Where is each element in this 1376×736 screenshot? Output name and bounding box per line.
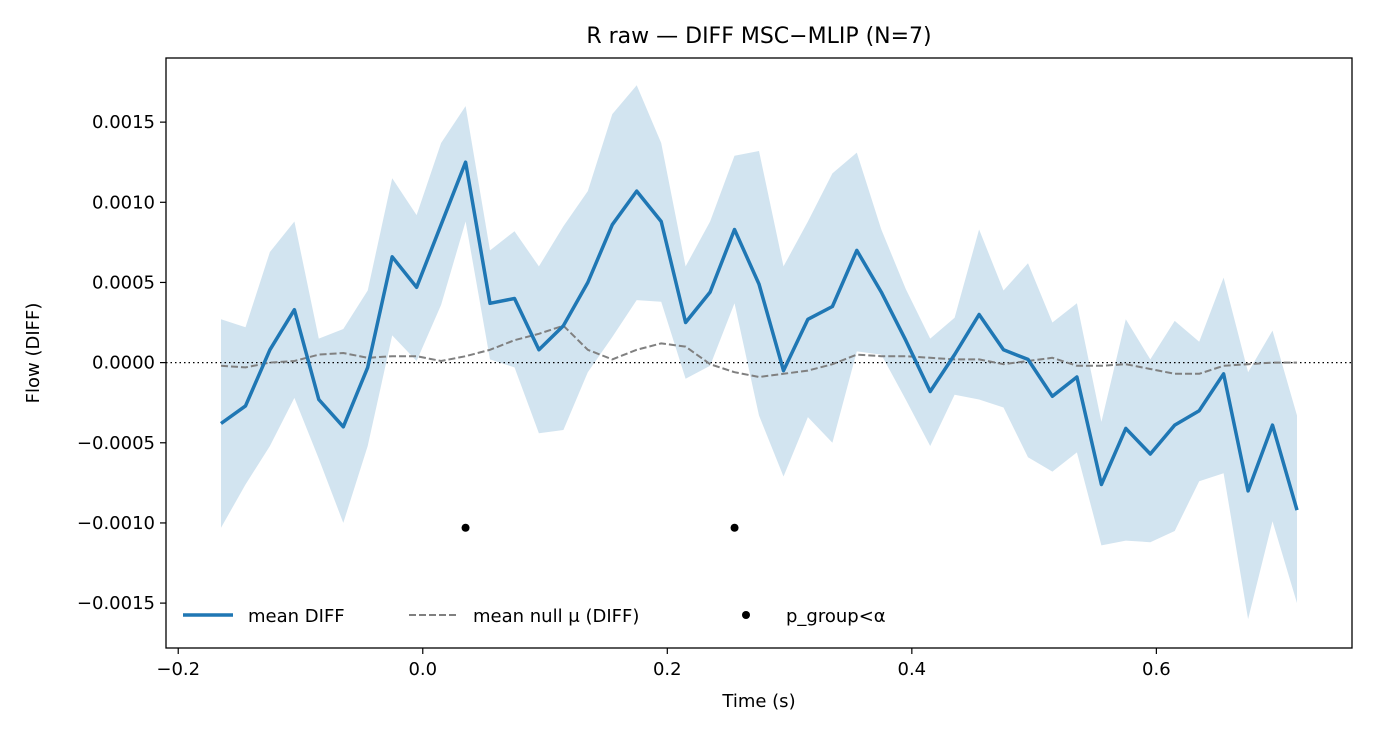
- plot-area: [166, 85, 1352, 620]
- ticks: −0.2 0.0 0.2 0.4 0.6 0.0015 0.0010 0.0005 0.0000…: [77, 112, 1171, 680]
- y-tick-label: 0.0010: [92, 192, 155, 213]
- legend-label-mean-diff: mean DIFF: [248, 606, 345, 627]
- legend-label-significance: p_group<α: [786, 606, 886, 627]
- legend: mean DIFF mean null μ (DIFF) p_group<α: [183, 606, 886, 627]
- y-tick-label: 0.0000: [92, 353, 155, 374]
- legend-label-null-mean: mean null μ (DIFF): [473, 606, 639, 627]
- legend-swatch-significance: [742, 611, 750, 619]
- y-tick-label: 0.0005: [92, 272, 155, 293]
- axes-frame: [165, 57, 1353, 649]
- null-mean-line: [220, 324, 1297, 378]
- mean-diff-line: [219, 160, 1299, 511]
- y-tick-label: 0.0015: [92, 112, 155, 133]
- y-tick-label: −0.0005: [77, 433, 155, 454]
- significance-marker: [730, 523, 739, 532]
- x-tick-label: 0.2: [653, 659, 682, 680]
- y-tick-label: −0.0015: [77, 593, 155, 614]
- x-tick-label: 0.0: [408, 659, 437, 680]
- y-axis-label: Flow (DIFF): [23, 303, 44, 404]
- x-tick-label: −0.2: [156, 659, 200, 680]
- chart-title: R raw — DIFF MSC−MLIP (N=7): [586, 24, 931, 49]
- confidence-band: [221, 85, 1297, 620]
- x-axis-label: Time (s): [721, 691, 795, 712]
- x-tick-label: 0.4: [898, 659, 927, 680]
- significance-marker: [461, 523, 470, 532]
- y-tick-label: −0.0010: [77, 513, 155, 534]
- x-tick-label: 0.6: [1142, 659, 1171, 680]
